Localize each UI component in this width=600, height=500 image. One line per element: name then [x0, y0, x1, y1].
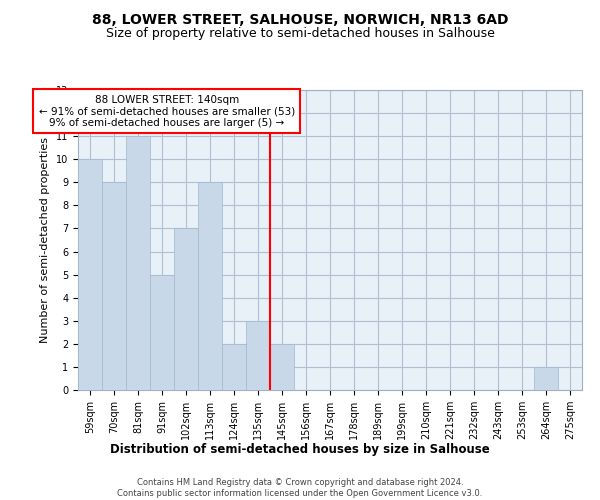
Bar — [198, 182, 222, 390]
Text: 88 LOWER STREET: 140sqm
← 91% of semi-detached houses are smaller (53)
9% of sem: 88 LOWER STREET: 140sqm ← 91% of semi-de… — [38, 94, 295, 128]
Bar — [246, 321, 270, 390]
Bar — [78, 159, 102, 390]
Bar — [270, 344, 294, 390]
Bar — [102, 182, 126, 390]
Y-axis label: Number of semi-detached properties: Number of semi-detached properties — [40, 137, 50, 343]
Text: Contains HM Land Registry data © Crown copyright and database right 2024.
Contai: Contains HM Land Registry data © Crown c… — [118, 478, 482, 498]
Bar — [534, 367, 558, 390]
Text: Distribution of semi-detached houses by size in Salhouse: Distribution of semi-detached houses by … — [110, 442, 490, 456]
Text: 88, LOWER STREET, SALHOUSE, NORWICH, NR13 6AD: 88, LOWER STREET, SALHOUSE, NORWICH, NR1… — [92, 12, 508, 26]
Bar — [222, 344, 246, 390]
Text: Size of property relative to semi-detached houses in Salhouse: Size of property relative to semi-detach… — [106, 28, 494, 40]
Bar — [174, 228, 198, 390]
Bar — [126, 136, 150, 390]
Bar — [150, 274, 174, 390]
